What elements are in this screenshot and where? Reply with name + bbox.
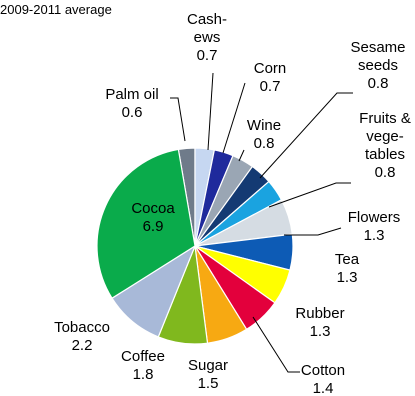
data-label-cashews: Cash-ews 0.7: [187, 11, 227, 64]
leader-line-cotton: [252, 316, 300, 373]
data-label-tobacco: Tobacco 2.2: [54, 319, 110, 354]
data-label-palm-oil: Palm oil 0.6: [105, 86, 158, 121]
data-label-sesame-seeds: Sesame seeds 0.8: [350, 39, 405, 92]
data-label-flowers: Flowers 1.3: [348, 209, 401, 244]
data-label-rubber: Rubber 1.3: [295, 305, 344, 340]
data-label-cotton: Cotton 1.4: [301, 362, 345, 396]
data-label-tea: Tea 1.3: [335, 251, 360, 286]
data-label-fruits-and-vegetables: Fruits & vege-tables 0.8: [359, 110, 411, 181]
data-label-cocoa: Cocoa 6.9: [131, 200, 175, 235]
leader-line-sesame-seeds: [259, 92, 353, 179]
data-label-sugar: Sugar 1.5: [188, 357, 228, 392]
leader-line-cashews: [207, 72, 214, 151]
leader-line-corn: [222, 82, 246, 154]
pie-slice-cocoa: [96, 148, 196, 300]
leader-line-palm-oil: [170, 97, 186, 142]
data-label-corn: Corn 0.7: [254, 60, 287, 95]
chart-subtitle: 2009-2011 average: [0, 2, 112, 17]
data-label-wine: Wine 0.8: [247, 117, 281, 152]
leader-lines: [170, 72, 353, 373]
leader-line-fruits-and-vegetables: [268, 182, 351, 208]
leader-line-wine: [238, 149, 245, 162]
pie-slices: [96, 147, 294, 345]
slice-labels: Palm oil 0.6 Cash-ews 0.7 Corn 0.7 Wine 0.8 Sesa…: [54, 11, 411, 396]
data-label-coffee: Coffee 1.8: [121, 348, 165, 383]
leader-line-flowers: [284, 227, 342, 236]
